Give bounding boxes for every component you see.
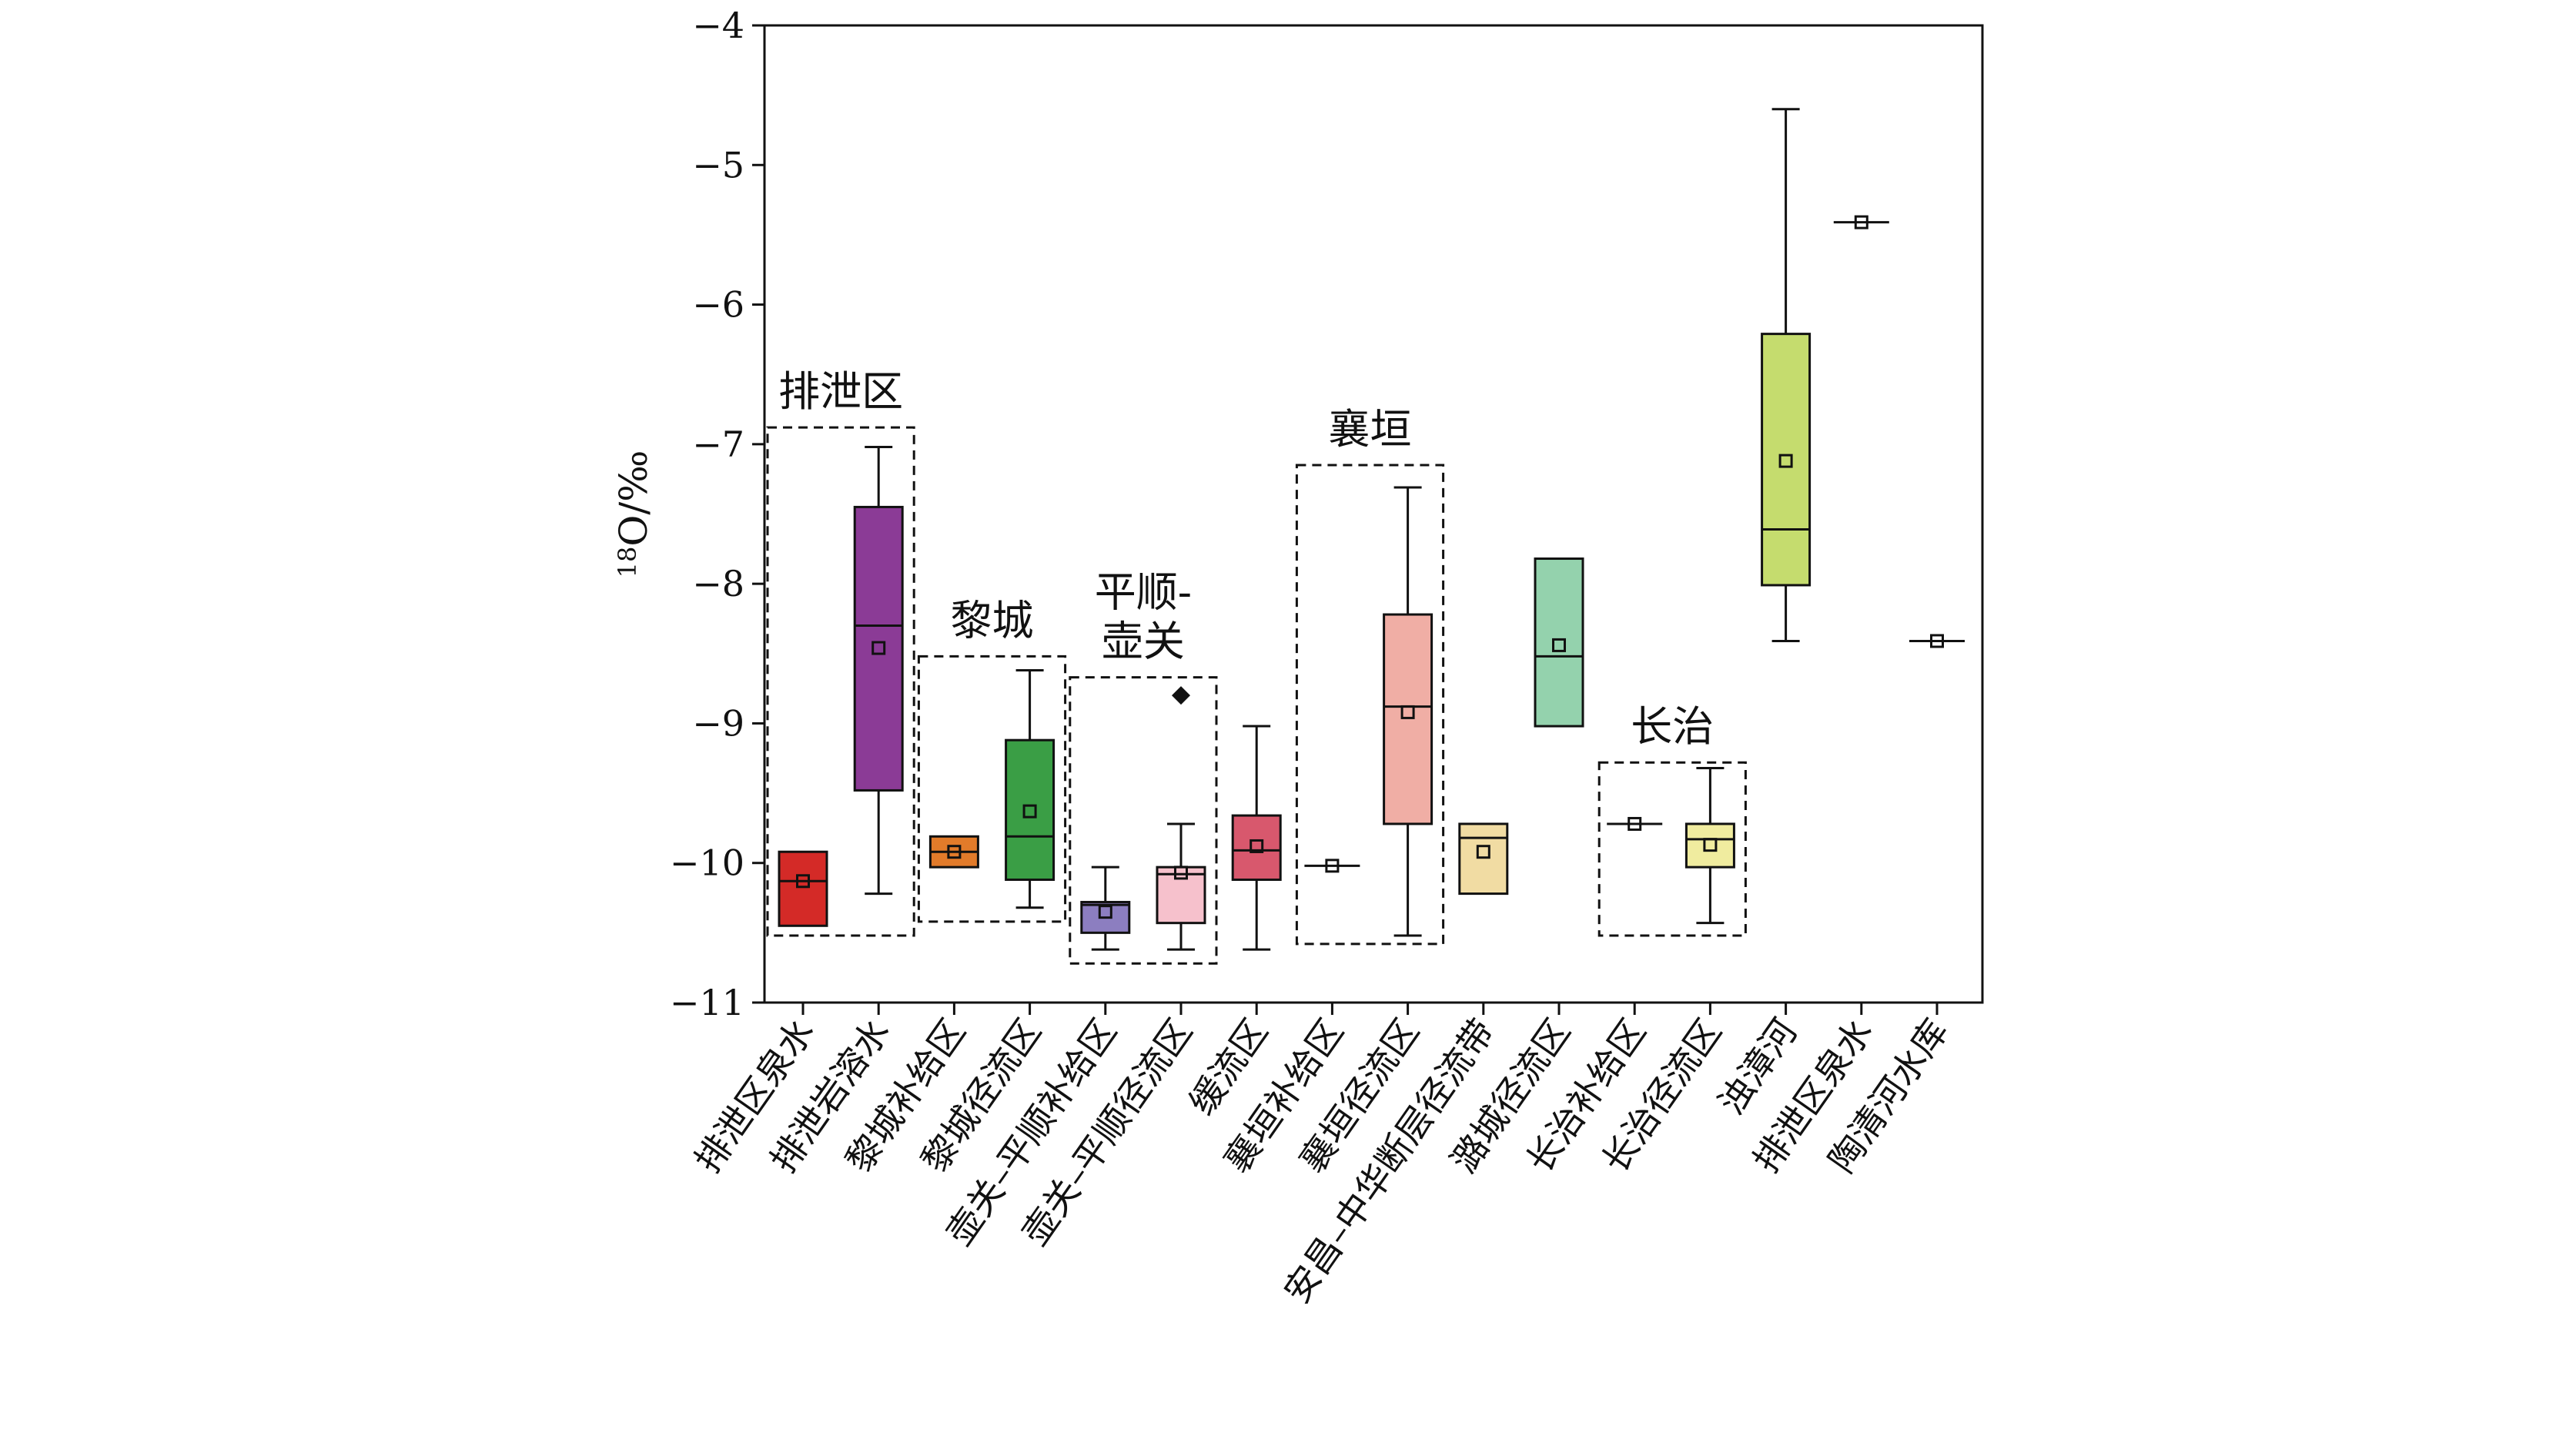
- iqr-box: [1684, 822, 1735, 869]
- y-tick-label: −6: [692, 284, 744, 326]
- y-tick-label: −9: [692, 702, 744, 744]
- iqr-box: [1156, 865, 1206, 925]
- y-axis-label-superscript: 18: [613, 547, 642, 578]
- group-label: 黎城: [951, 596, 1034, 645]
- mean-marker: [1778, 454, 1793, 468]
- group-label: 排泄区: [778, 367, 903, 416]
- box-series: [778, 108, 1965, 951]
- box-16: [1909, 634, 1965, 648]
- group-frame: [1597, 761, 1747, 937]
- box-12: [1607, 816, 1663, 831]
- plot-frame: [763, 24, 1984, 1004]
- mean-marker: [796, 874, 810, 889]
- box-4: [1005, 669, 1055, 909]
- y-tick-label: −5: [692, 144, 744, 186]
- mean-marker: [1476, 845, 1490, 859]
- y-tick-label: −10: [670, 842, 744, 884]
- box-11: [1534, 557, 1584, 728]
- group-frame: [1295, 464, 1445, 946]
- box-5: [1080, 865, 1131, 951]
- y-tick-label: −11: [670, 982, 744, 1023]
- mean-marker: [1325, 859, 1340, 873]
- iqr-box: [1005, 738, 1055, 881]
- mean-marker: [1854, 215, 1868, 229]
- outlier-point: [1172, 686, 1190, 705]
- group-4: 襄垣: [1295, 405, 1445, 946]
- group-2: 黎城: [917, 596, 1067, 923]
- iqr-box: [778, 850, 828, 927]
- box-8: [1304, 859, 1360, 873]
- mean-marker: [1628, 816, 1642, 831]
- box-1: [778, 850, 828, 927]
- box-10: [1458, 822, 1509, 896]
- box-2: [853, 445, 904, 896]
- mean-marker: [1250, 839, 1264, 853]
- group-label: 壶关: [1102, 618, 1185, 666]
- group-1: 排泄区: [766, 367, 915, 937]
- mean-marker: [1703, 838, 1718, 852]
- group-label: 平顺-: [1095, 568, 1192, 617]
- box-15: [1833, 215, 1889, 229]
- box-9: [1383, 486, 1434, 937]
- box-3: [928, 835, 979, 869]
- iqr-box: [1231, 814, 1282, 881]
- mean-marker: [1400, 705, 1415, 719]
- box-13: [1684, 766, 1735, 925]
- y-axis-label: 18O/‰: [611, 450, 656, 578]
- group-label: 长治: [1631, 702, 1714, 751]
- group-label: 襄垣: [1329, 405, 1412, 454]
- mean-marker: [1022, 804, 1037, 819]
- box-14: [1761, 108, 1812, 642]
- iqr-box: [1534, 557, 1584, 728]
- mean-marker: [1098, 905, 1112, 919]
- y-tick-label: −4: [692, 5, 744, 46]
- group-frame: [917, 655, 1067, 923]
- mean-marker: [871, 641, 886, 655]
- group-3: 平顺-壶关: [1069, 568, 1218, 965]
- mean-marker: [1930, 634, 1944, 648]
- mean-marker: [1552, 638, 1566, 652]
- group-frame: [766, 426, 915, 937]
- box-6: [1156, 686, 1206, 951]
- y-tick-label: −7: [692, 424, 744, 465]
- box-7: [1231, 725, 1282, 951]
- iqr-box: [853, 505, 904, 792]
- mean-marker: [1174, 865, 1188, 880]
- y-axis: −4 −5 −6 −7 −8 −9 −10 −11: [670, 5, 764, 1023]
- iqr-box: [1383, 613, 1434, 825]
- y-tick-label: −8: [692, 563, 744, 604]
- group-5: 长治: [1597, 702, 1747, 937]
- iqr-box: [1761, 333, 1812, 587]
- y-axis-label-main: O/‰: [611, 450, 656, 547]
- iqr-box: [1458, 822, 1509, 896]
- mean-marker: [947, 845, 962, 859]
